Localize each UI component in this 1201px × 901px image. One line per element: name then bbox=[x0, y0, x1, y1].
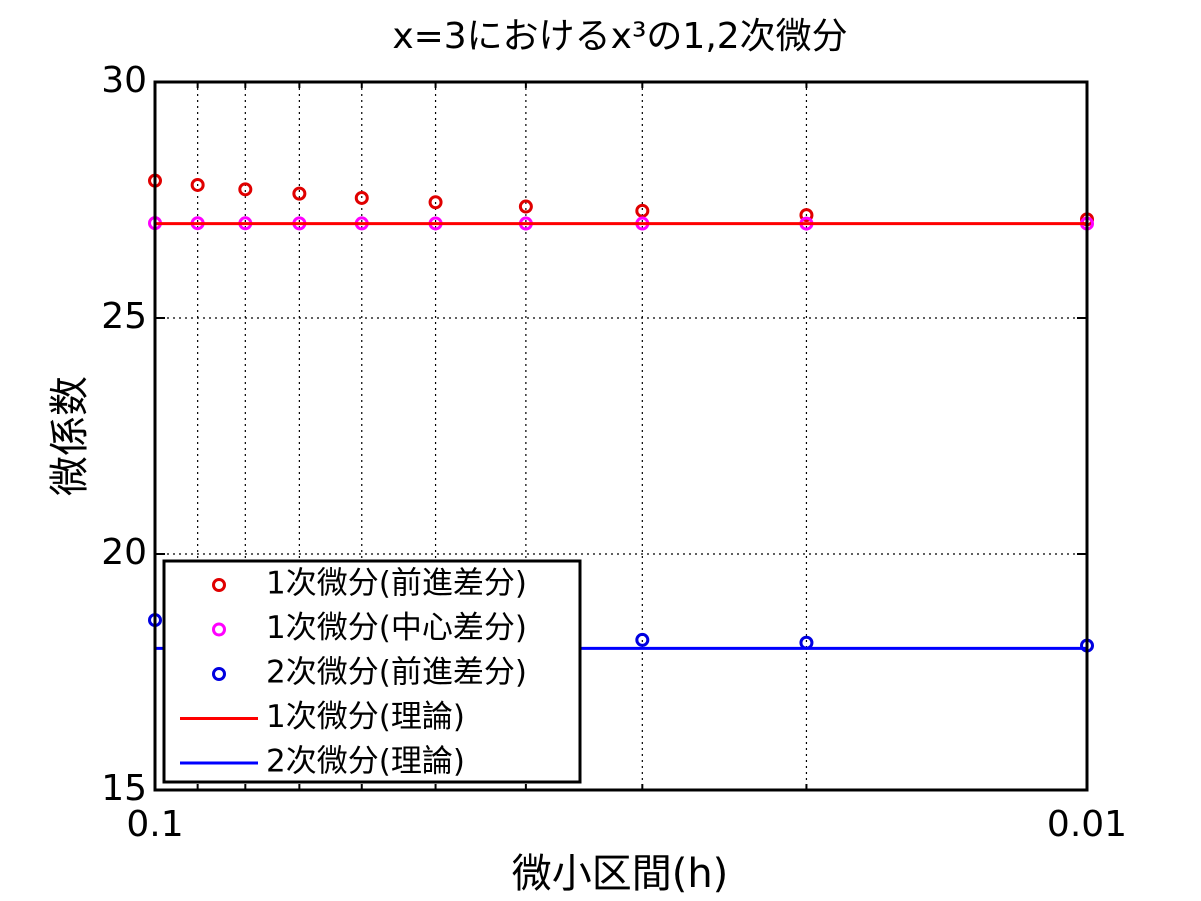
y-tick-label: 30 bbox=[101, 60, 147, 101]
legend-label: 2次微分(前進差分) bbox=[266, 655, 527, 691]
legend-marker bbox=[212, 622, 226, 637]
legend-label: 1次微分(理論) bbox=[266, 699, 465, 735]
legend-label: 1次微分(中心差分) bbox=[266, 610, 527, 646]
legend-label: 1次微分(前進差分) bbox=[266, 566, 527, 602]
marker bbox=[518, 199, 533, 214]
y-tick-label: 20 bbox=[101, 532, 147, 573]
chart-title: x=3におけるx³の1,2次微分 bbox=[392, 16, 847, 57]
marker bbox=[428, 195, 443, 210]
x-axis-label: 微小区間(h) bbox=[512, 851, 729, 897]
legend-box bbox=[162, 559, 582, 784]
legend-marker bbox=[212, 578, 226, 592]
x-tick-label: 0.01 bbox=[1047, 804, 1127, 845]
marker bbox=[635, 203, 650, 218]
axes-box bbox=[153, 80, 1089, 792]
marker bbox=[635, 632, 650, 647]
marker bbox=[292, 186, 307, 201]
x-tick-label: 0.1 bbox=[126, 804, 183, 845]
marker bbox=[354, 190, 369, 205]
marker bbox=[238, 182, 253, 197]
marker bbox=[190, 177, 205, 192]
y-tick-label: 25 bbox=[101, 296, 147, 337]
legend-marker bbox=[212, 667, 226, 681]
y-tick-label: 15 bbox=[101, 768, 147, 809]
legend: 1次微分(前進差分) 1次微分(中心差分) 2次微分(前進差分) 1次微分(理論) 2次… bbox=[162, 559, 582, 784]
y-axis-label: 微係数 bbox=[47, 376, 93, 496]
marker bbox=[799, 208, 814, 223]
legend-label: 2次微分(理論) bbox=[266, 744, 465, 780]
